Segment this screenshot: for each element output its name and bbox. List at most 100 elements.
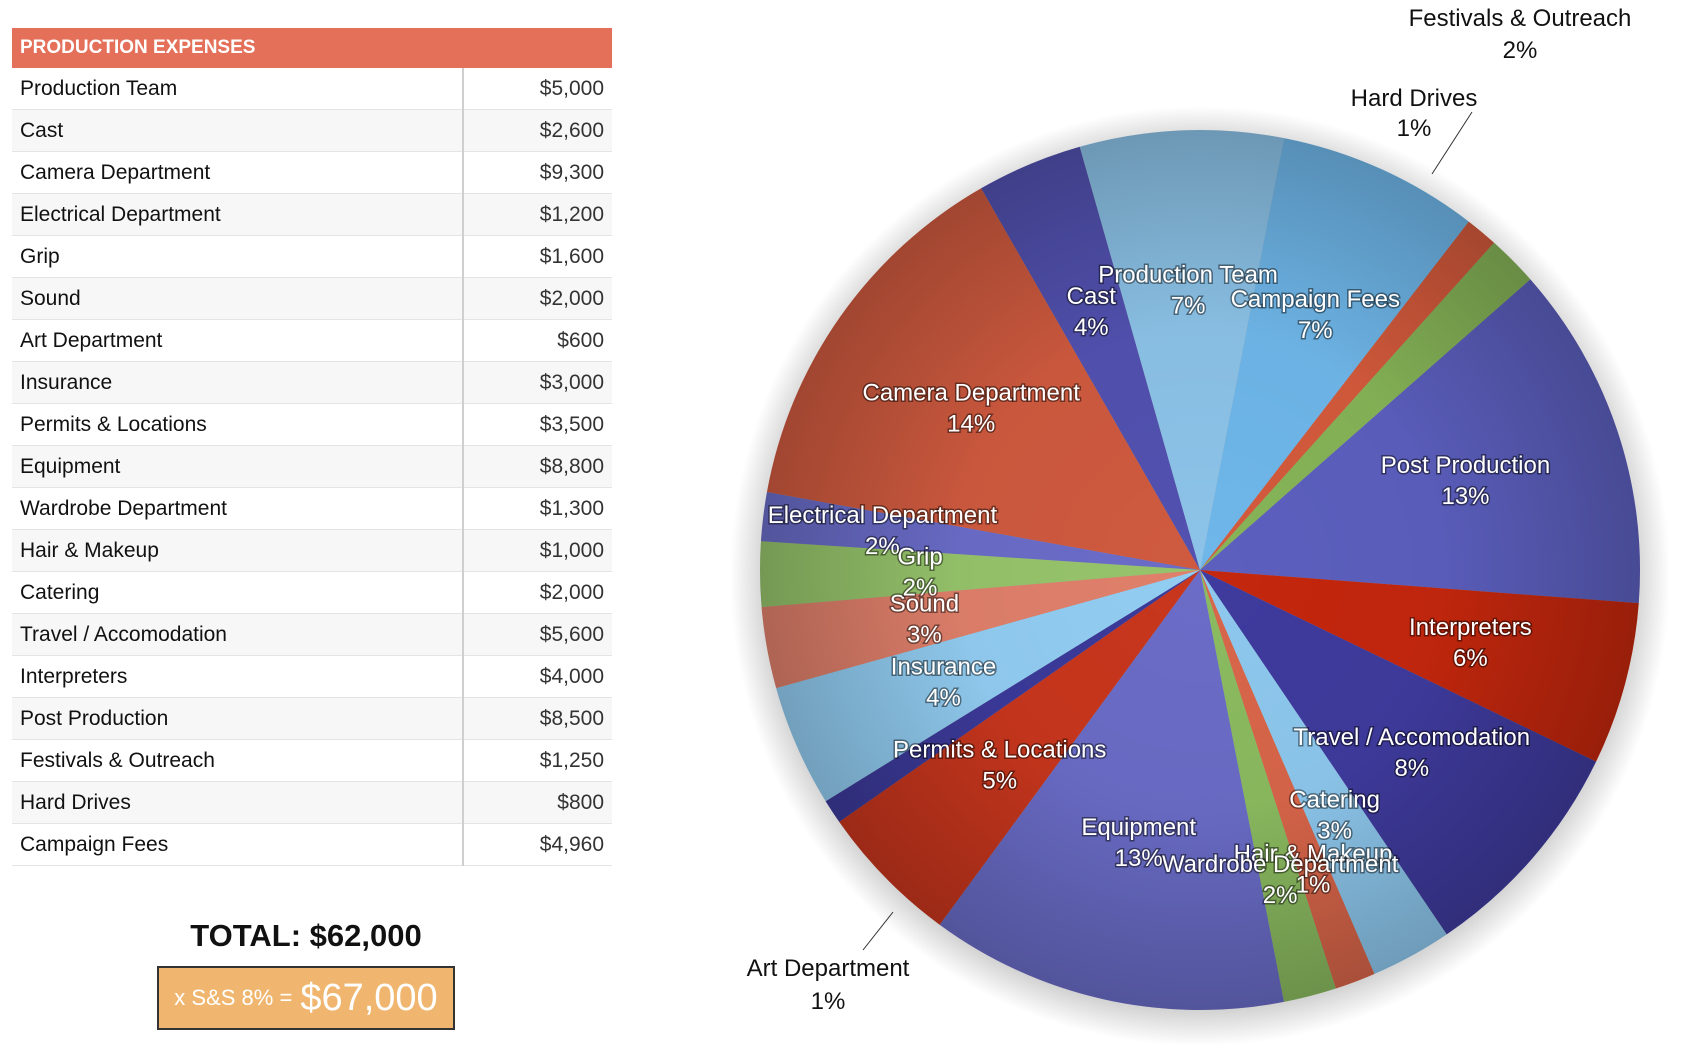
leader-line-art-department bbox=[862, 911, 894, 951]
expense-name: Hair & Makeup bbox=[12, 529, 464, 572]
total-amount: TOTAL: $62,000 bbox=[190, 918, 422, 953]
slice-label: Post Production bbox=[1381, 452, 1550, 479]
expense-amount: $1,600 bbox=[463, 235, 612, 278]
expense-amount: $5,600 bbox=[463, 613, 612, 656]
ss-total-box: x S&S 8% = $67,000 bbox=[157, 966, 455, 1030]
expense-name: Grip bbox=[12, 235, 464, 278]
table-row: Camera Department $9,300 bbox=[12, 151, 612, 194]
expense-name: Electrical Department bbox=[12, 193, 464, 236]
slice-percent: 6% bbox=[1453, 645, 1488, 672]
table-row: Permits & Locations $3,500 bbox=[12, 403, 612, 446]
expense-amount: $600 bbox=[463, 319, 612, 362]
expense-amount: $4,960 bbox=[463, 823, 612, 866]
expense-name: Post Production bbox=[12, 697, 464, 740]
slice-percent: 4% bbox=[926, 684, 961, 711]
slice-label: Catering bbox=[1289, 787, 1380, 814]
expense-name: Production Team bbox=[12, 68, 464, 110]
slice-percent: 4% bbox=[1074, 314, 1109, 341]
slice-label: Production Team bbox=[1098, 261, 1278, 288]
table-row: Art Department $600 bbox=[12, 319, 612, 362]
expense-amount: $8,500 bbox=[463, 697, 612, 740]
table-row: Wardrobe Department $1,300 bbox=[12, 487, 612, 530]
table-row: Travel / Accomodation $5,600 bbox=[12, 613, 612, 656]
slice-percent: 1% bbox=[1397, 115, 1432, 142]
expense-name: Equipment bbox=[12, 445, 464, 488]
slice-label: Insurance bbox=[891, 653, 996, 680]
slice-label: Hard Drives bbox=[1351, 85, 1478, 112]
ss-value: $67,000 bbox=[300, 976, 438, 1019]
slice-label: Sound bbox=[890, 591, 959, 618]
expense-name: Hard Drives bbox=[12, 781, 464, 824]
expense-name: Travel / Accomodation bbox=[12, 613, 464, 656]
expense-name: Sound bbox=[12, 277, 464, 320]
slice-percent: 3% bbox=[907, 622, 942, 649]
expense-name: Cast bbox=[12, 109, 464, 152]
table-row: Sound $2,000 bbox=[12, 277, 612, 320]
pie-shade-overlay bbox=[760, 130, 1640, 1010]
table-row: Grip $1,600 bbox=[12, 235, 612, 278]
expense-name: Campaign Fees bbox=[12, 823, 464, 866]
expense-amount: $800 bbox=[463, 781, 612, 824]
slice-label: Art Department bbox=[747, 955, 910, 982]
expense-amount: $1,250 bbox=[463, 739, 612, 782]
table-row: Cast $2,600 bbox=[12, 109, 612, 152]
expense-amount: $8,800 bbox=[463, 445, 612, 488]
slice-percent: 7% bbox=[1298, 317, 1333, 344]
expense-table: PRODUCTION EXPENSES Production Team $5,00… bbox=[12, 28, 612, 866]
slice-percent: 2% bbox=[865, 533, 900, 560]
slice-percent: 1% bbox=[811, 988, 846, 1015]
slice-percent: 3% bbox=[1317, 818, 1352, 845]
expense-amount: $9,300 bbox=[463, 151, 612, 194]
expense-amount: $1,000 bbox=[463, 529, 612, 572]
slice-label: Campaign Fees bbox=[1231, 286, 1400, 313]
slice-percent: 13% bbox=[1441, 483, 1489, 510]
expense-name: Festivals & Outreach bbox=[12, 739, 464, 782]
expense-name: Art Department bbox=[12, 319, 464, 362]
table-row: Festivals & Outreach $1,250 bbox=[12, 739, 612, 782]
leader-line-hard-drives bbox=[1431, 111, 1473, 175]
table-row: Production Team $5,000 bbox=[12, 68, 612, 110]
expense-name: Permits & Locations bbox=[12, 403, 464, 446]
slice-label: Wardrobe Department bbox=[1162, 851, 1399, 878]
expense-amount: $1,200 bbox=[463, 193, 612, 236]
slice-percent: 1% bbox=[1296, 871, 1331, 898]
slice-label: Travel / Accomodation bbox=[1294, 724, 1531, 751]
slice-label: Grip bbox=[897, 544, 942, 571]
table-row: Insurance $3,000 bbox=[12, 361, 612, 404]
table-row: Catering $2,000 bbox=[12, 571, 612, 614]
table-row: Hard Drives $800 bbox=[12, 781, 612, 824]
slice-label: Camera Department bbox=[862, 380, 1080, 407]
slice-percent: 14% bbox=[947, 411, 995, 438]
slice-percent: 2% bbox=[903, 575, 938, 602]
table-row: Electrical Department $1,200 bbox=[12, 193, 612, 236]
table-row: Equipment $8,800 bbox=[12, 445, 612, 488]
expense-amount: $4,000 bbox=[463, 655, 612, 698]
expense-amount: $3,000 bbox=[463, 361, 612, 404]
expense-amount: $1,300 bbox=[463, 487, 612, 530]
slice-percent: 5% bbox=[982, 768, 1017, 795]
expense-amount: $3,500 bbox=[463, 403, 612, 446]
table-row: Hair & Makeup $1,000 bbox=[12, 529, 612, 572]
slice-label: Festivals & Outreach bbox=[1409, 5, 1632, 32]
expense-name: Camera Department bbox=[12, 151, 464, 194]
expense-amount: $2,000 bbox=[463, 277, 612, 320]
expense-name: Interpreters bbox=[12, 655, 464, 698]
slice-percent: 2% bbox=[1263, 882, 1298, 909]
expense-name: Catering bbox=[12, 571, 464, 614]
expense-name: Wardrobe Department bbox=[12, 487, 464, 530]
table-row: Campaign Fees $4,960 bbox=[12, 823, 612, 866]
table-header: PRODUCTION EXPENSES bbox=[12, 28, 612, 68]
slice-label: Electrical Department bbox=[768, 502, 998, 529]
slice-label: Cast bbox=[1067, 283, 1117, 310]
table-row: Post Production $8,500 bbox=[12, 697, 612, 740]
slice-percent: 7% bbox=[1171, 292, 1206, 319]
expense-amount: $2,000 bbox=[463, 571, 612, 614]
slice-percent: 8% bbox=[1394, 755, 1429, 782]
slice-label: Permits & Locations bbox=[893, 737, 1106, 764]
slice-label: Hair & Makeup bbox=[1234, 840, 1393, 867]
expense-amount: $5,000 bbox=[463, 68, 612, 110]
ss-label: x S&S 8% = bbox=[174, 985, 293, 1010]
expense-name: Insurance bbox=[12, 361, 464, 404]
table-row: Interpreters $4,000 bbox=[12, 655, 612, 698]
